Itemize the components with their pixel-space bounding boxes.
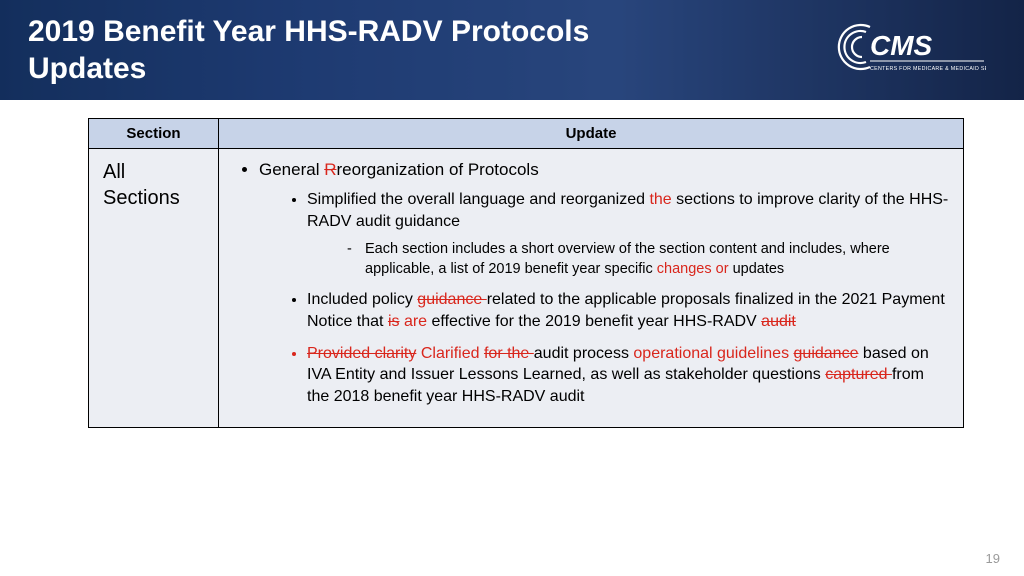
logo-tagline: CENTERS FOR MEDICARE & MEDICAID SERVICES [870,66,986,72]
bullet-each-section: Each section includes a short overview o… [351,240,949,279]
bullet-included-policy: Included policy guidance related to the … [307,289,949,332]
bullet-general-reorg: General Rreorganization of Protocols Sim… [259,159,949,407]
bullet-clarified: Provided clarity Clarified for the audit… [307,343,949,408]
logo-text: CMS [870,30,933,61]
updates-table: Section Update All Sections General Rreo… [88,118,964,428]
table-row: All Sections General Rreorganization of … [89,149,964,428]
cell-update: General Rreorganization of Protocols Sim… [219,149,964,428]
cms-logo: CMS CENTERS FOR MEDICARE & MEDICAID SERV… [826,19,986,82]
col-section: Section [89,119,219,149]
slide-content: Section Update All Sections General Rreo… [0,100,1024,428]
col-update: Update [219,119,964,149]
page-number: 19 [986,551,1000,566]
slide-title: 2019 Benefit Year HHS-RADV Protocols Upd… [28,13,708,88]
bullet-simplified: Simplified the overall language and reor… [307,189,949,279]
slide-header: 2019 Benefit Year HHS-RADV Protocols Upd… [0,0,1024,100]
cell-section: All Sections [89,149,219,428]
